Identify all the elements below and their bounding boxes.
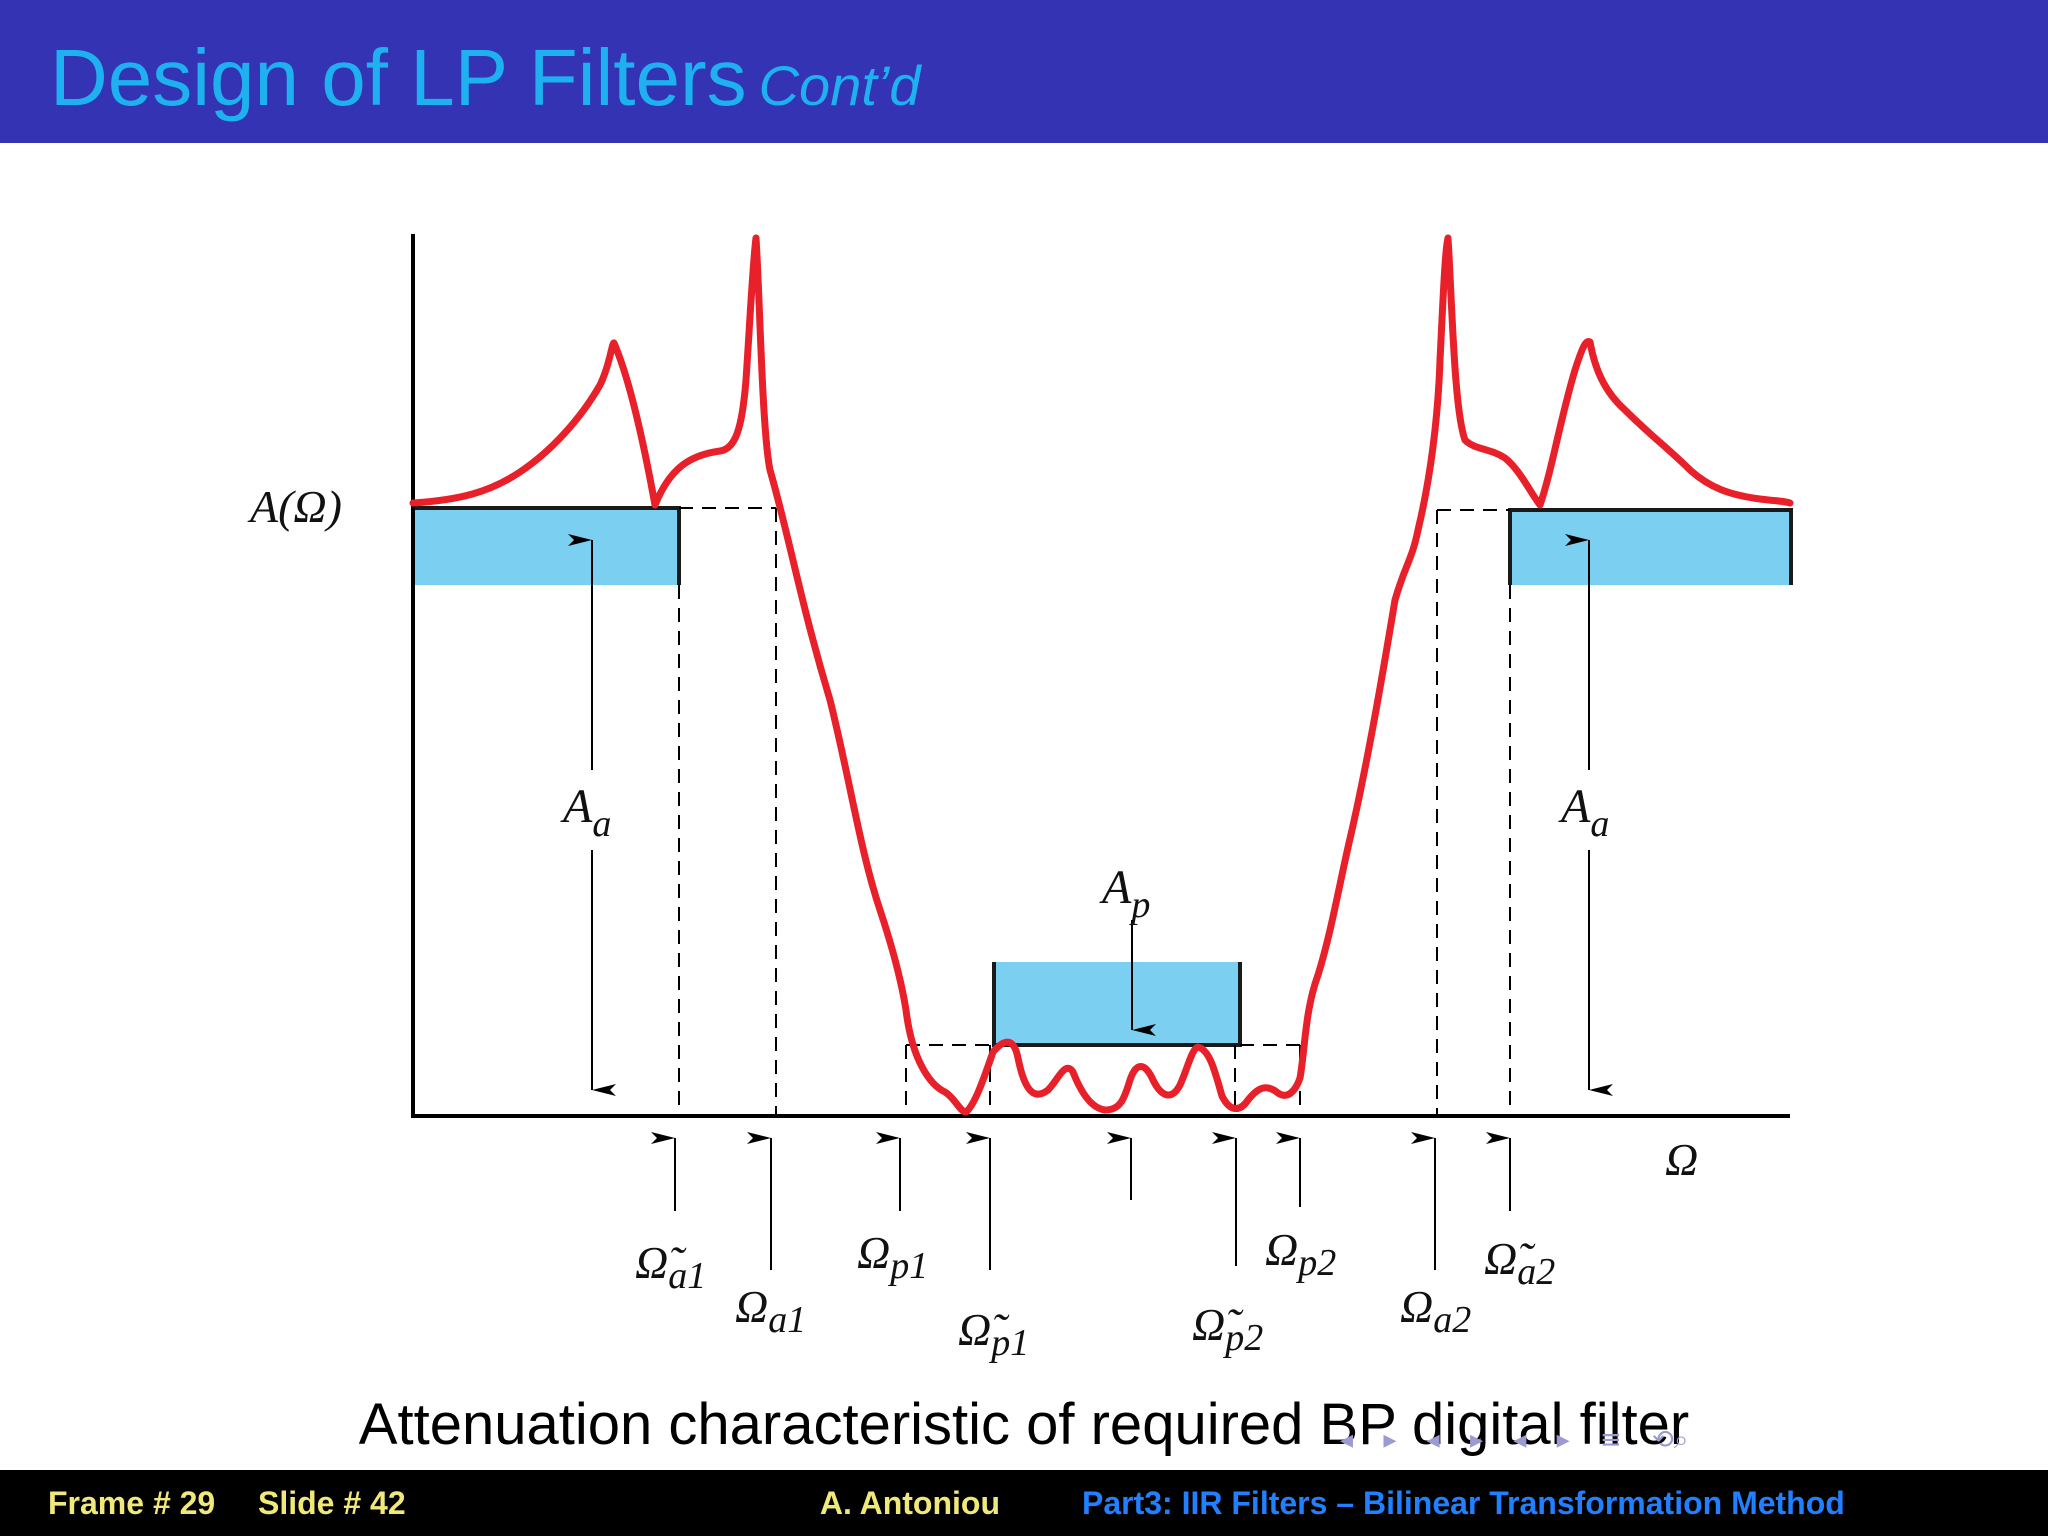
label-ap-main: A bbox=[1099, 861, 1132, 914]
label-omega-p1: Ωp1 bbox=[857, 1227, 928, 1287]
label-aa-right-main: A bbox=[1558, 780, 1591, 833]
label-omega-a1: Ωa1 bbox=[735, 1281, 806, 1341]
frame-right-icon[interactable]: ▸ bbox=[1383, 1425, 1397, 1455]
x-axis-label: Ω bbox=[1665, 1134, 1698, 1185]
slide-number: Slide # 42 bbox=[258, 1485, 406, 1521]
title-bar: Design of LP Filters Cont’d bbox=[0, 0, 2048, 143]
label-omega-tilde-p2: Ω̃p2 bbox=[1192, 1299, 1263, 1359]
label-omega-a1-sub: a1 bbox=[768, 1299, 806, 1341]
beamer-navigation: ◂ ▸ ◂ ▸ ◂ ▸ ≡ ⟲⌕ bbox=[1340, 1425, 1710, 1455]
section-left-icon[interactable]: ◂ bbox=[1513, 1425, 1527, 1455]
dashed-guides bbox=[678, 507, 1511, 1115]
label-omega-a2-sub: a2 bbox=[1433, 1299, 1471, 1341]
label-omega-a1-main: Ω bbox=[735, 1281, 768, 1332]
part-title: Part3: IIR Filters – Bilinear Transforma… bbox=[1082, 1485, 1845, 1521]
footer: Frame # 29 Slide # 42 A. Antoniou Part3:… bbox=[0, 1470, 2048, 1536]
attenuation-arrows bbox=[568, 534, 1613, 1096]
label-omega-tilde-a2: Ω̃a2 bbox=[1484, 1233, 1555, 1293]
label-aa-right-sub: a bbox=[1590, 803, 1609, 845]
stopband-right-band bbox=[1510, 510, 1791, 585]
label-ap-sub: p bbox=[1128, 884, 1150, 926]
slide-title: Design of LP Filters Cont’d bbox=[50, 32, 920, 132]
attenuation-curve bbox=[409, 234, 1794, 1116]
align-icon[interactable]: ≡ bbox=[1599, 1425, 1622, 1455]
slide-title-main: Design of LP Filters bbox=[50, 33, 747, 122]
label-omega-tilde-a2-sub: a2 bbox=[1517, 1251, 1555, 1293]
label-omega-tilde-a1: Ω̃a1 bbox=[635, 1237, 706, 1297]
label-omega-p1-main: Ω bbox=[857, 1227, 890, 1278]
label-omega-p2-main: Ω bbox=[1265, 1224, 1298, 1275]
label-aa-right: Aa bbox=[1558, 780, 1609, 845]
label-omega-a2: Ωa2 bbox=[1400, 1281, 1471, 1341]
label-omega-tilde-p2-sub: p2 bbox=[1222, 1317, 1263, 1359]
frequency-arrows bbox=[651, 1132, 1511, 1270]
frame-left-icon[interactable]: ◂ bbox=[1340, 1425, 1354, 1455]
label-omega-p1-sub: p1 bbox=[887, 1245, 928, 1287]
slide-title-sub: Cont’d bbox=[758, 54, 921, 117]
label-omega-p2-sub: p2 bbox=[1295, 1242, 1336, 1284]
search-icon[interactable]: ⟲⌕ bbox=[1652, 1425, 1689, 1455]
label-omega-tilde-p1: Ω̃p1 bbox=[958, 1304, 1029, 1364]
subsection-right-icon[interactable]: ▸ bbox=[1469, 1425, 1484, 1455]
label-aa-left-main: A bbox=[560, 780, 593, 833]
label-omega-a2-main: Ω bbox=[1400, 1281, 1433, 1332]
frame-number: Frame # 29 bbox=[48, 1485, 216, 1521]
section-right-icon[interactable]: ▸ bbox=[1556, 1425, 1570, 1455]
author: A. Antoniou bbox=[819, 1485, 1000, 1521]
subsection-left-icon[interactable]: ◂ bbox=[1426, 1425, 1440, 1455]
label-omega-tilde-a1-sub: a1 bbox=[668, 1255, 706, 1297]
footer-left: Frame # 29 Slide # 42 A. Antoniou bbox=[0, 1470, 1025, 1536]
label-aa-left: Aa bbox=[560, 780, 611, 845]
passband-band bbox=[994, 962, 1240, 1045]
label-ap: Ap bbox=[1099, 861, 1150, 926]
figure-caption: Attenuation characteristic of required B… bbox=[358, 1392, 1690, 1457]
label-aa-left-sub: a bbox=[592, 803, 611, 845]
y-axis-label: A(Ω) bbox=[247, 481, 342, 532]
label-omega-p2: Ωp2 bbox=[1265, 1224, 1336, 1284]
label-omega-tilde-p1-sub: p1 bbox=[988, 1322, 1029, 1364]
footer-right: Part3: IIR Filters – Bilinear Transforma… bbox=[1025, 1470, 2048, 1536]
stopband-left-band bbox=[413, 508, 679, 585]
